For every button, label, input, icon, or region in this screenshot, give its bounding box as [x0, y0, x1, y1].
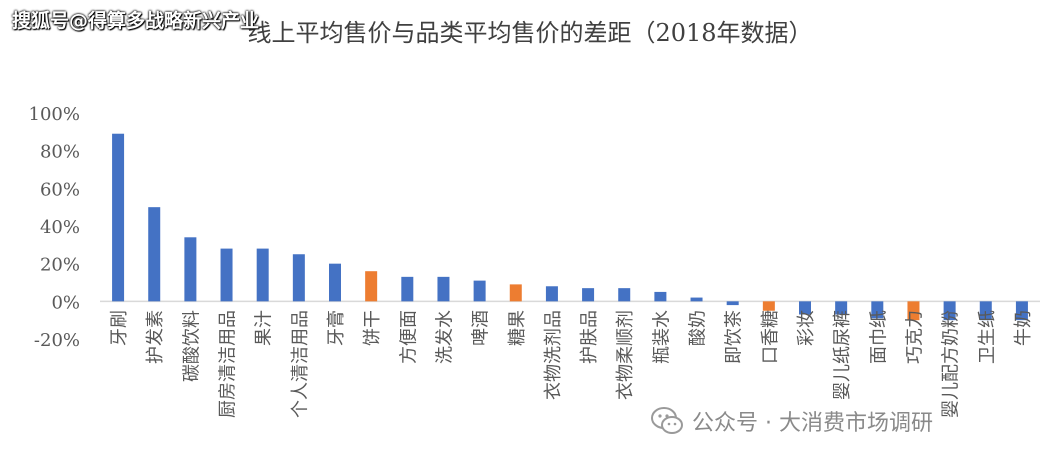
x-tick-label: 彩妆: [796, 310, 817, 346]
y-tick-label: 80%: [40, 142, 80, 163]
x-tick-label: 衣物洗剂品: [543, 310, 564, 400]
x-tick-label: 碳酸饮料: [181, 310, 202, 382]
bar-16: [690, 297, 703, 302]
watermark-bottom-text: 公众号 · 大消费市场调研: [692, 411, 933, 436]
x-tick-label: 啤酒: [471, 310, 492, 346]
bar-17: [726, 301, 739, 306]
x-tick-label: 卫生纸: [977, 310, 998, 364]
x-tick-label: 护发素: [145, 310, 166, 364]
bar-0: [112, 133, 125, 302]
bar-25: [1015, 301, 1028, 321]
y-tick-label: -20%: [34, 330, 80, 351]
x-tick-label: 牛奶: [1013, 310, 1034, 346]
bar-23: [943, 301, 956, 321]
y-tick-label: 60%: [40, 179, 80, 200]
bar-7: [365, 271, 378, 302]
y-tick-label: 100%: [29, 104, 80, 125]
x-tick-label: 方便面: [398, 310, 419, 364]
watermark-top: 搜狐号@得算多战略新兴产业: [12, 10, 260, 32]
bar-6: [329, 263, 341, 302]
bar-12: [545, 286, 558, 302]
bar-9: [437, 276, 450, 302]
x-axis-category-labels: 牙刷 护发素 碳酸饮料 厨房清洁用品 果汁 个人清洁用品 牙膏 饼干 方便面 洗发水 啤酒 糖果 衣物洗…: [109, 310, 1034, 418]
chart-title: 线上平均售价与品类平均售价的差距（2018年数据）: [247, 19, 812, 47]
x-tick-label: 厨房清洁用品: [218, 310, 239, 418]
y-tick-label: 20%: [40, 255, 80, 276]
x-tick-label: 饼干: [362, 310, 383, 346]
x-tick-label: 果汁: [254, 310, 275, 346]
wechat-icon: [651, 407, 683, 434]
y-axis-tick-labels: 100% 80% 60% 40% 20% 0% -20%: [29, 104, 80, 351]
x-tick-label: 巧克力: [904, 310, 925, 364]
bar-22: [907, 301, 920, 321]
bar-8: [401, 276, 414, 302]
x-tick-label: 糖果: [507, 310, 528, 346]
x-tick-label: 牙膏: [325, 310, 347, 346]
bar-3: [220, 248, 233, 302]
bar-5: [292, 254, 305, 302]
x-tick-label: 婴儿纸尿裤: [832, 310, 853, 400]
x-tick-label: 衣物柔顺剂: [615, 310, 636, 400]
x-tick-label: 个人清洁用品: [290, 310, 311, 418]
watermark-bottom: 公众号 · 大消费市场调研: [650, 405, 933, 437]
bar-13: [582, 288, 595, 302]
x-tick-label: 婴儿配方奶粉: [941, 310, 962, 418]
bar-10: [473, 280, 486, 302]
x-tick-label: 口香糖: [760, 310, 781, 364]
x-tick-label: 洗发水: [434, 310, 455, 364]
bar-21: [871, 301, 884, 319]
bar-19: [799, 301, 811, 315]
bar-20: [835, 301, 848, 315]
bar-2: [184, 237, 197, 302]
bar-1: [148, 207, 161, 302]
x-tick-label: 酸奶: [688, 310, 709, 346]
bars: [112, 133, 1028, 321]
y-tick-label: 40%: [40, 217, 80, 238]
bar-18: [762, 301, 775, 311]
bar-4: [256, 248, 269, 302]
x-tick-label: 牙刷: [109, 310, 130, 346]
bar-15: [654, 291, 667, 302]
bar-11: [509, 284, 522, 302]
bar-14: [618, 288, 631, 302]
bar-24: [979, 301, 992, 321]
x-tick-label: 面巾纸: [868, 310, 889, 364]
y-tick-label: 0%: [51, 292, 80, 313]
x-tick-label: 即饮茶: [724, 310, 745, 364]
x-tick-label: 护肤品: [579, 310, 600, 364]
x-tick-label: 瓶装水: [651, 310, 672, 364]
